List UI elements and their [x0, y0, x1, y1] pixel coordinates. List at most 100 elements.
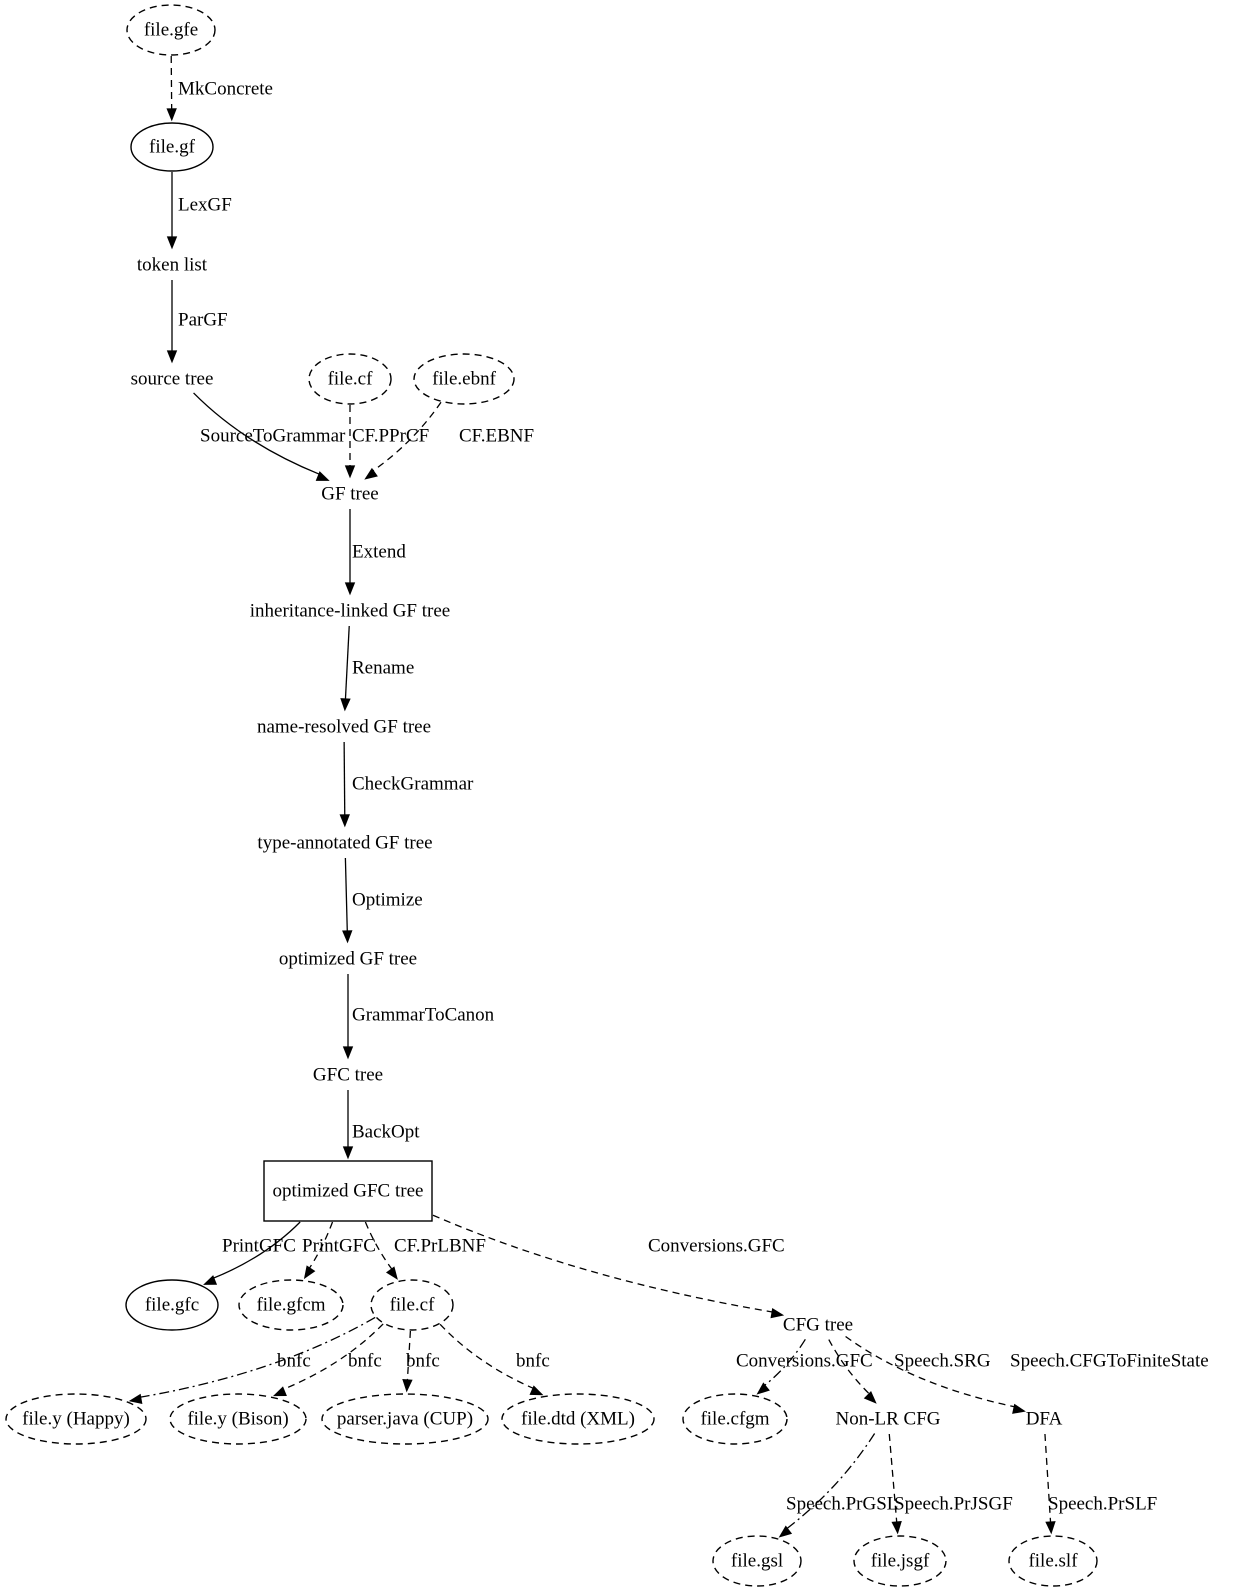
node-label: CFG tree	[783, 1314, 853, 1335]
edge-e-pargf	[166, 280, 178, 364]
arrowhead-icon	[303, 1265, 316, 1280]
edge-label: LexGF	[178, 194, 232, 215]
node-label: file.cfgm	[700, 1408, 769, 1429]
node-file-cf-top[interactable]: file.cf	[308, 353, 392, 405]
edge-e-gramtocanon	[342, 974, 354, 1060]
edge-label: ParGF	[178, 309, 228, 330]
node-label: optimized GF tree	[279, 948, 417, 969]
node-file-gfcm[interactable]: file.gfcm	[238, 1279, 344, 1331]
edge-e-bnfc-xml	[439, 1323, 544, 1396]
edge-path	[828, 1339, 870, 1395]
edge-path	[308, 1221, 334, 1269]
node-label: optimized GFC tree	[273, 1180, 424, 1201]
edge-label: PrintGFC	[302, 1235, 376, 1256]
node-file-dtd-xml[interactable]: file.dtd (XML)	[501, 1393, 655, 1445]
edge-e-prgsl	[778, 1433, 876, 1538]
edge-e-checkgrammar	[339, 741, 350, 828]
edge-e-printgfc2	[303, 1221, 334, 1280]
node-file-gf[interactable]: file.gf	[130, 122, 214, 172]
node-type-gf-tree[interactable]: type-annotated GF tree	[257, 832, 432, 853]
arrowhead-icon	[272, 1386, 287, 1397]
edge-path	[364, 1221, 393, 1270]
edge-path	[406, 1330, 412, 1381]
node-label: source tree	[131, 368, 214, 389]
edge-path	[845, 1335, 1015, 1408]
edge-path	[344, 625, 350, 700]
node-token-list[interactable]: token list	[137, 254, 208, 275]
node-label: file.gsl	[731, 1550, 783, 1571]
node-label: parser.java (CUP)	[337, 1408, 473, 1429]
node-name-gf-tree[interactable]: name-resolved GF tree	[257, 716, 431, 737]
node-file-cfgm[interactable]: file.cfgm	[682, 1393, 788, 1445]
node-gf-tree[interactable]: GF tree	[321, 483, 379, 504]
edge-e-lexgf	[166, 172, 178, 250]
edge-label: CF.PrLBNF	[394, 1235, 486, 1256]
edge-label: Speech.PrSLF	[1048, 1493, 1157, 1514]
edge-e-mkconcrete	[166, 55, 177, 122]
node-file-jsgf[interactable]: file.jsgf	[853, 1535, 947, 1587]
arrowhead-icon	[756, 1382, 770, 1395]
node-label: DFA	[1026, 1408, 1063, 1429]
edge-label: Rename	[352, 657, 414, 678]
edge-e-cfebnf	[364, 401, 442, 480]
node-file-y-happy[interactable]: file.y (Happy)	[5, 1393, 147, 1445]
node-label: type-annotated GF tree	[257, 832, 432, 853]
edge-label: bnfc	[516, 1350, 550, 1371]
edge-e-convgfc-top	[432, 1214, 785, 1319]
arrowhead-icon	[166, 350, 178, 364]
node-opt-gfc-tree[interactable]: optimized GFC tree	[263, 1160, 433, 1222]
node-label: file.slf	[1028, 1550, 1078, 1571]
edge-path	[372, 401, 442, 472]
edge-label: CheckGrammar	[352, 773, 474, 794]
node-label: file.gfe	[144, 19, 198, 40]
node-gfc-tree[interactable]: GFC tree	[313, 1064, 383, 1085]
arrowhead-icon	[364, 467, 378, 480]
node-source-tree[interactable]: source tree	[131, 368, 214, 389]
node-parser-java-cup[interactable]: parser.java (CUP)	[321, 1393, 489, 1445]
node-file-slf[interactable]: file.slf	[1008, 1535, 1098, 1587]
node-label: file.cf	[390, 1294, 436, 1315]
edge-label: BackOpt	[352, 1121, 420, 1142]
node-opt-gf-tree[interactable]: optimized GF tree	[279, 948, 417, 969]
edge-path	[764, 1338, 806, 1386]
edge-label: bnfc	[277, 1350, 311, 1371]
edge-label: Speech.CFGToFiniteState	[1010, 1350, 1209, 1371]
node-file-ebnf[interactable]: file.ebnf	[413, 353, 515, 405]
node-label: file.dtd (XML)	[521, 1408, 635, 1429]
edge-label: Speech.PrGSL	[786, 1493, 898, 1514]
edge-label: CF.EBNF	[459, 425, 534, 446]
edge-path	[344, 857, 348, 932]
arrowhead-icon	[342, 1146, 354, 1160]
edge-e-rename	[340, 625, 351, 712]
node-dfa[interactable]: DFA	[1026, 1408, 1063, 1429]
arrowhead-icon	[1012, 1403, 1026, 1414]
edge-e-prjsgf	[888, 1433, 902, 1535]
node-cfg-tree[interactable]: CFG tree	[783, 1314, 853, 1335]
node-file-gfc[interactable]: file.gfc	[125, 1279, 219, 1331]
edge-path	[283, 1323, 384, 1390]
edge-path	[343, 741, 346, 816]
node-file-y-bison[interactable]: file.y (Bison)	[169, 1393, 307, 1445]
nodes-layer: file.gfe file.gf token list source tree file…	[5, 4, 1098, 1587]
node-label: inheritance-linked GF tree	[250, 600, 450, 621]
node-file-gfe[interactable]: file.gfe	[126, 4, 216, 56]
node-file-cf-mid[interactable]: file.cf	[370, 1279, 454, 1331]
edges-layer	[128, 55, 1056, 1538]
node-non-lr-cfg[interactable]: Non-LR CFG	[835, 1408, 940, 1429]
arrowhead-icon	[128, 1393, 143, 1405]
node-file-gsl[interactable]: file.gsl	[712, 1535, 802, 1587]
edge-e-srctogram	[193, 392, 330, 481]
edge-e-bnfc-bison	[272, 1323, 384, 1397]
node-label: GF tree	[321, 483, 379, 504]
node-label: name-resolved GF tree	[257, 716, 431, 737]
node-label: file.ebnf	[432, 368, 497, 389]
arrowhead-icon	[778, 1525, 793, 1538]
arrowhead-icon	[166, 108, 177, 122]
arrowhead-icon	[344, 465, 356, 479]
arrowhead-icon	[315, 471, 330, 481]
node-inh-gf-tree[interactable]: inheritance-linked GF tree	[250, 600, 450, 621]
arrowhead-icon	[342, 1046, 354, 1060]
arrowhead-icon	[385, 1266, 398, 1280]
edge-e-extend	[344, 509, 356, 596]
